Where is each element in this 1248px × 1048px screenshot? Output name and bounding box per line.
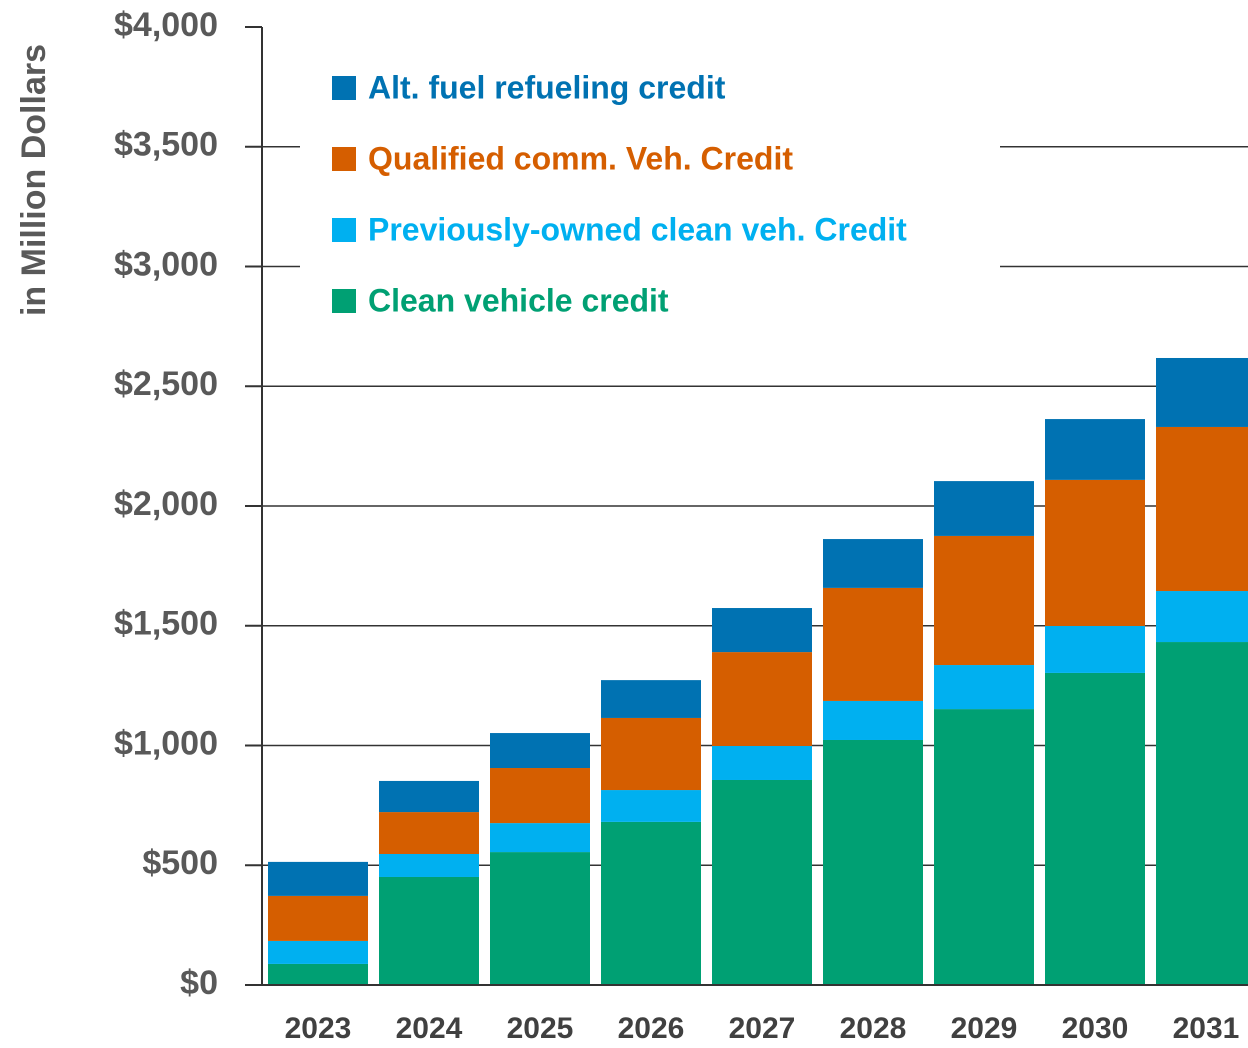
bar-segment	[1156, 357, 1248, 427]
y-tick-label: $0	[180, 964, 218, 1002]
bar-segment	[712, 779, 812, 985]
legend-label: Previously-owned clean veh. Credit	[368, 211, 907, 247]
bar-segment	[601, 680, 701, 718]
bar-segment	[379, 876, 479, 985]
bar-segment	[712, 745, 812, 780]
legend-swatch	[332, 76, 356, 100]
bar-segment	[379, 812, 479, 854]
y-tick-label: $1,000	[114, 724, 218, 762]
bar-segment	[268, 861, 368, 896]
y-tick-label: $500	[142, 844, 218, 882]
bar-segment	[1045, 419, 1145, 480]
bar-segment	[490, 733, 590, 769]
x-tick-label: 2023	[285, 1012, 352, 1045]
bar-segment	[934, 535, 1034, 666]
bar-segment	[490, 852, 590, 985]
bar-segment	[1045, 479, 1145, 626]
x-tick-label: 2028	[840, 1012, 907, 1045]
bar-segment	[268, 963, 368, 985]
bar-segment	[1045, 672, 1145, 985]
bar-segment	[268, 940, 368, 964]
bar-segment	[712, 652, 812, 746]
bar-segment	[1156, 642, 1248, 985]
bar-segment	[601, 821, 701, 985]
bar-segment	[379, 780, 479, 813]
legend-swatch	[332, 147, 356, 171]
y-tick-label: $3,000	[114, 245, 218, 283]
bar-segment	[490, 768, 590, 824]
legend-label: Clean vehicle credit	[368, 282, 669, 318]
bar-segment	[823, 539, 923, 588]
x-tick-label: 2030	[1062, 1012, 1129, 1045]
legend-label: Alt. fuel refueling credit	[368, 69, 726, 105]
bar-segment	[1156, 426, 1248, 592]
bar-segment	[601, 790, 701, 822]
y-axis-label: in Million Dollars	[15, 44, 53, 316]
bar-segment	[601, 717, 701, 791]
bar-segment	[934, 709, 1034, 985]
x-tick-label: 2024	[396, 1012, 463, 1045]
x-tick-label: 2026	[618, 1012, 685, 1045]
bar-segment	[823, 587, 923, 701]
y-tick-label: $2,500	[114, 365, 218, 403]
bar-segment	[934, 665, 1034, 710]
bar-segment	[268, 895, 368, 941]
legend-swatch	[332, 289, 356, 313]
bar-segment	[1045, 625, 1145, 673]
bar-segment	[823, 739, 923, 985]
x-tick-label: 2025	[507, 1012, 574, 1045]
bar-segment	[934, 481, 1034, 536]
bar-segment	[379, 853, 479, 877]
bar-segment	[490, 823, 590, 853]
x-tick-label: 2027	[729, 1012, 796, 1045]
bar-segment	[823, 700, 923, 740]
y-tick-label: $1,500	[114, 605, 218, 643]
x-tick-label: 2031	[1173, 1012, 1240, 1045]
bar-segment	[1156, 591, 1248, 643]
legend-swatch	[332, 218, 356, 242]
legend-box	[300, 55, 1000, 335]
legend-label: Qualified comm. Veh. Credit	[368, 140, 793, 176]
y-tick-label: $3,500	[114, 126, 218, 164]
bar-segment	[712, 608, 812, 653]
x-tick-label: 2029	[951, 1012, 1018, 1045]
y-tick-label: $4,000	[114, 6, 218, 44]
y-tick-label: $2,000	[114, 485, 218, 523]
